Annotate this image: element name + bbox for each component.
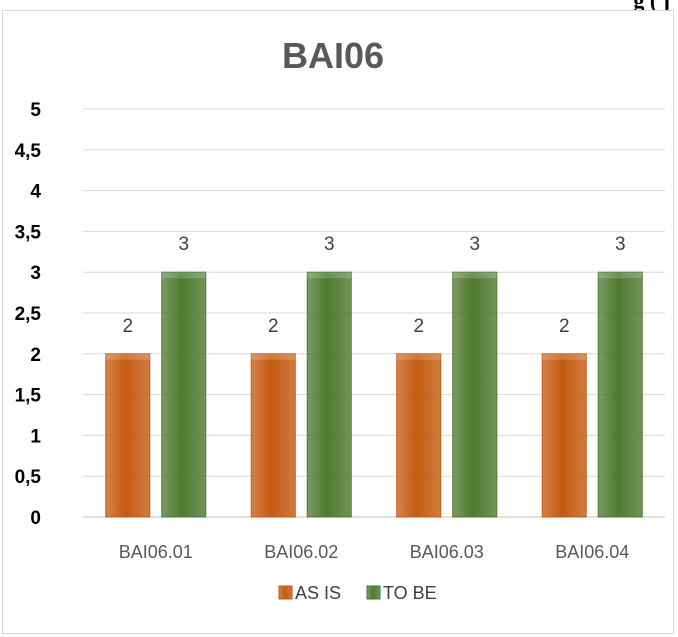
caption-fragment: g ( j xyxy=(0,0,678,18)
x-tick-label: BAI06.01 xyxy=(119,542,193,562)
y-tick-label: 2 xyxy=(30,345,41,366)
data-label: 2 xyxy=(268,316,279,337)
legend: AS IS TO BE xyxy=(278,583,437,603)
bar-cap xyxy=(307,272,352,279)
x-tick-label: BAI06.02 xyxy=(264,542,338,562)
y-tick-label: 1,5 xyxy=(15,386,42,407)
bar-to-be-3 xyxy=(597,271,643,518)
y-tick-label: 0,5 xyxy=(15,467,42,488)
legend-label: AS IS xyxy=(295,583,341,603)
bar-cap xyxy=(251,353,296,360)
data-label: 3 xyxy=(324,234,335,255)
x-tick-label: BAI06.03 xyxy=(410,542,484,562)
y-tick-label: 3 xyxy=(30,263,41,284)
chart-title: BAI06 xyxy=(282,35,384,76)
caption-text: g ( j xyxy=(633,0,670,13)
bar-to-be-0 xyxy=(161,271,207,518)
y-tick-label: 4 xyxy=(30,182,41,203)
data-label: 2 xyxy=(122,316,133,337)
data-label: 3 xyxy=(615,234,626,255)
y-tick-label: 2,5 xyxy=(15,304,42,325)
legend-swatch xyxy=(278,585,293,600)
y-tick-label: 4,5 xyxy=(15,141,42,162)
y-tick-label: 1 xyxy=(30,426,41,447)
bar-as-is-3 xyxy=(541,353,587,518)
bar-chart: BAI06 0 0,5 1 1,5 2 2,5 3 3,5 4 4,5 5 2 3 2 3 2 3 2 3 BAI… xyxy=(15,35,665,603)
bar-cap xyxy=(161,272,206,279)
data-label: 2 xyxy=(413,316,424,337)
y-tick-label: 5 xyxy=(30,100,41,121)
bar-to-be-2 xyxy=(452,271,498,518)
bar-cap xyxy=(452,272,497,279)
bar-cap xyxy=(598,272,643,279)
legend-label: TO BE xyxy=(383,583,437,603)
bar-cap xyxy=(396,353,441,360)
data-label: 2 xyxy=(559,316,570,337)
bar-to-be-1 xyxy=(306,271,352,518)
chart-frame: BAI06 0 0,5 1 1,5 2 2,5 3 3,5 4 4,5 5 2 3 2 3 2 3 2 3 BAI… xyxy=(2,10,674,634)
bar-as-is-2 xyxy=(396,353,442,518)
y-tick-label: 0 xyxy=(30,508,41,529)
x-tick-label: BAI06.04 xyxy=(555,542,629,562)
bar-as-is-0 xyxy=(105,353,151,518)
data-label: 3 xyxy=(178,234,189,255)
y-axis-ticks: 0 0,5 1 1,5 2 2,5 3 3,5 4 4,5 5 xyxy=(15,100,42,529)
bar-as-is-1 xyxy=(250,353,296,518)
legend-swatch xyxy=(366,585,381,600)
data-label: 3 xyxy=(469,234,480,255)
x-axis-ticks: BAI06.01 BAI06.02 BAI06.03 BAI06.04 xyxy=(119,542,630,562)
bar-cap xyxy=(105,353,150,360)
y-tick-label: 3,5 xyxy=(15,222,42,243)
bar-cap xyxy=(542,353,587,360)
bars: 2 3 2 3 2 3 2 3 xyxy=(105,234,643,518)
